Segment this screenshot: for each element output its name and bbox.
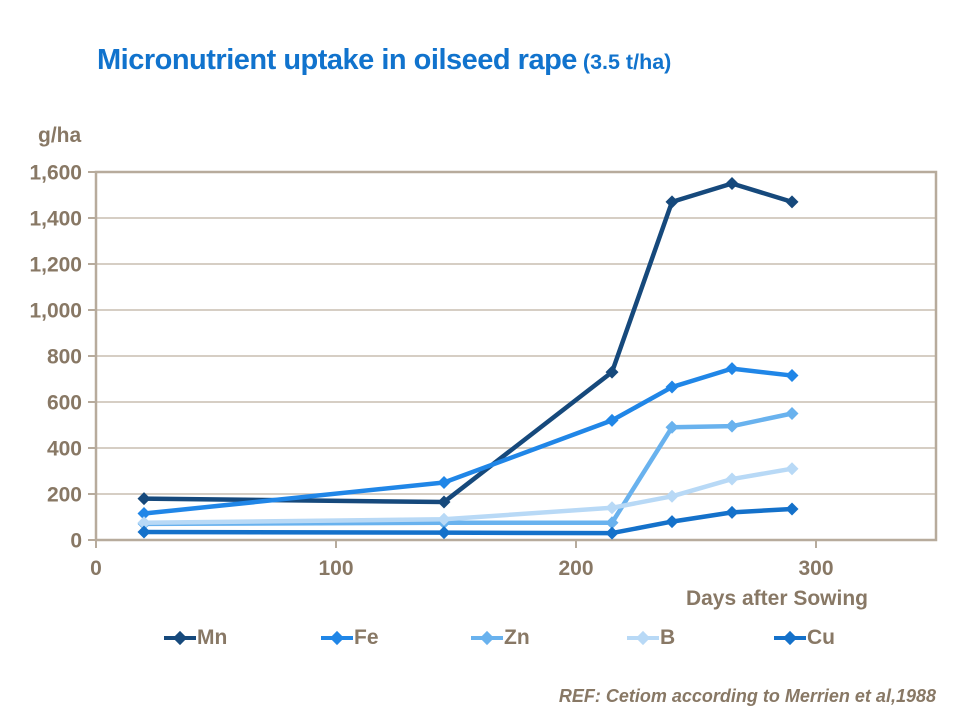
series-marker-cu xyxy=(137,525,151,539)
series-line-mn xyxy=(141,181,795,505)
series-marker-fe xyxy=(137,507,151,521)
legend-item-mn: Mn xyxy=(164,626,227,650)
series-marker-mn xyxy=(437,495,451,509)
series-marker-b xyxy=(605,501,619,515)
series-marker-fe xyxy=(785,369,799,383)
legend-marker-fe-diamond-icon xyxy=(321,630,353,646)
series-marker-fe xyxy=(437,476,451,489)
series-line-cu xyxy=(141,506,795,536)
y-axis-unit-label: g/ha xyxy=(38,124,82,147)
legend-marker-mn-diamond-icon xyxy=(164,630,196,646)
series-marker-mn xyxy=(725,177,739,190)
chart-title-suffix: (3.5 t/ha) xyxy=(576,50,672,74)
series-line-b xyxy=(141,466,795,525)
legend-label-mn: Mn xyxy=(197,626,228,649)
legend-marker-cu-diamond-icon xyxy=(774,630,806,646)
series-marker-mn xyxy=(605,365,619,379)
y-tick-label: 1,600 xyxy=(29,162,82,185)
series-marker-mn xyxy=(785,195,799,209)
series-marker-mn xyxy=(137,492,151,506)
chart-title-main: Micronutrient uptake in oilseed rape xyxy=(97,44,577,76)
x-tick-label: 300 xyxy=(798,557,833,580)
x-axis-title: Days after Sowing xyxy=(685,587,868,610)
y-tick-label: 800 xyxy=(47,346,82,369)
series-line-zn xyxy=(141,411,795,527)
series-marker-b xyxy=(137,516,151,530)
legend-label-cu: Cu xyxy=(807,626,835,649)
legend-marker-b-diamond-icon xyxy=(627,630,659,646)
x-tick-label: 0 xyxy=(90,557,102,580)
y-tick-label: 1,400 xyxy=(29,208,82,231)
y-tick-label: 600 xyxy=(47,392,82,415)
legend-item-fe: Fe xyxy=(321,626,379,650)
series-line-fe xyxy=(141,366,795,516)
series-marker-cu xyxy=(785,502,799,516)
legend-marker-zn-diamond-icon xyxy=(471,630,503,646)
series-marker-zn xyxy=(785,407,799,420)
series-marker-zn xyxy=(605,516,619,530)
series-marker-fe xyxy=(605,413,619,427)
series-marker-fe xyxy=(665,380,679,394)
series-marker-b xyxy=(437,512,451,526)
y-tick-label: 1,200 xyxy=(29,254,82,277)
series-marker-cu xyxy=(437,526,451,540)
series-marker-b xyxy=(665,489,679,503)
series-marker-b xyxy=(725,472,739,486)
x-tick-label: 100 xyxy=(318,557,353,580)
series-marker-mn xyxy=(665,195,679,209)
series-marker-zn xyxy=(725,419,739,433)
series-marker-cu xyxy=(665,515,679,529)
series-marker-fe xyxy=(725,362,739,376)
legend-item-zn: Zn xyxy=(471,626,530,650)
y-tick-label: 400 xyxy=(47,438,82,461)
x-tick-label: 200 xyxy=(558,557,593,580)
legend-label-zn: Zn xyxy=(504,626,530,649)
legend-item-cu: Cu xyxy=(774,626,835,650)
legend-label-fe: Fe xyxy=(354,626,379,649)
y-tick-label: 200 xyxy=(47,484,82,507)
series-marker-zn xyxy=(665,420,679,434)
legend-item-b: B xyxy=(627,626,675,650)
series-marker-cu xyxy=(725,505,739,519)
legend-label-b: B xyxy=(660,626,676,649)
chart-title: Micronutrient uptake in oilseed rape (3.… xyxy=(97,44,671,77)
series-marker-b xyxy=(785,462,799,476)
y-tick-label: 0 xyxy=(70,530,82,553)
chart-plot: 0 200 400 600 800 1,000 1,200 1,400 1,600 0 100 200… xyxy=(29,162,938,580)
reference-text: REF: Cetiom according to Merrien et al,1… xyxy=(558,686,936,706)
series-marker-cu xyxy=(605,526,619,540)
y-tick-label: 1,000 xyxy=(29,300,82,323)
